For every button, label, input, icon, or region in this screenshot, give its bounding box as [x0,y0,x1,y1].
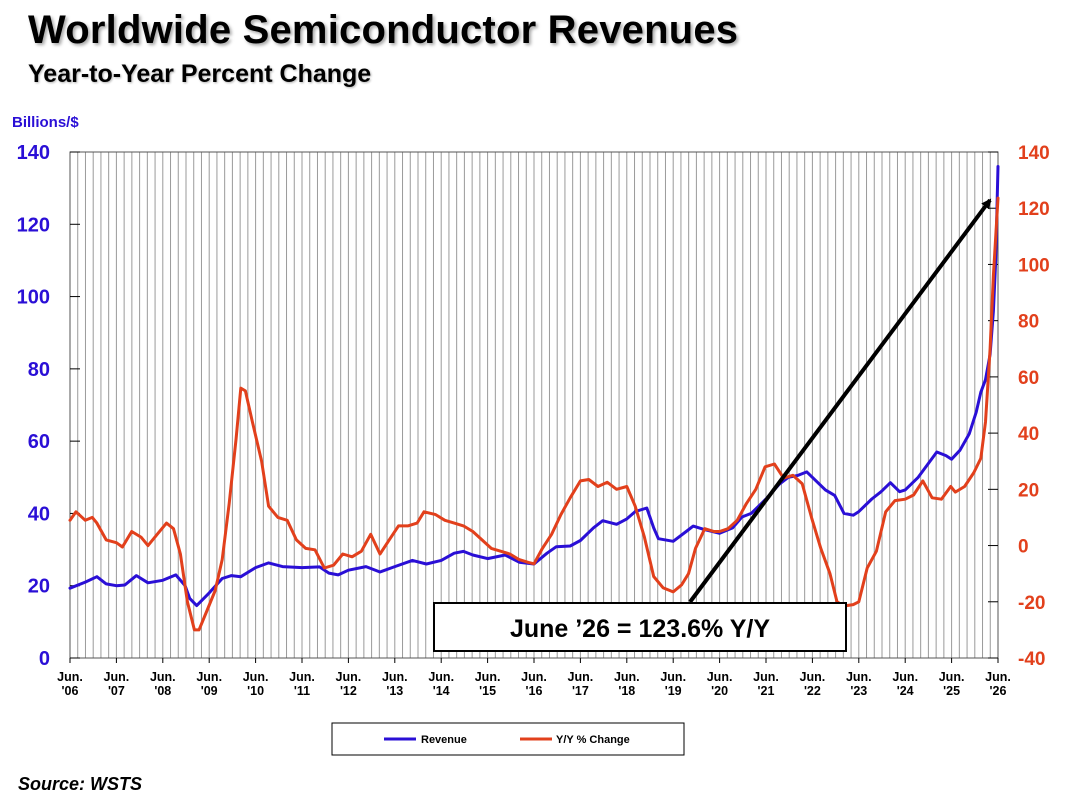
x-tick-label-year: '10 [247,684,264,698]
x-tick-label-month: Jun. [428,670,454,684]
x-tick-label-year: '08 [154,684,171,698]
x-tick-label-year: '16 [526,684,543,698]
series-line-yoy-change [68,196,1000,632]
left-tick-label: 100 [17,287,50,309]
left-tick-label: 60 [28,431,50,453]
series-line-revenue [68,165,1000,608]
right-axis: -40 -20 0 20 40 60 80 100 120 140 [988,143,1050,670]
x-tick-label-year: '19 [665,684,682,698]
x-tick-label-month: Jun. [196,670,222,684]
series-layer [68,165,1000,632]
left-tick-label: 80 [28,359,50,381]
left-tick-label: 120 [17,214,50,236]
left-tick-label: 0 [39,648,50,670]
x-tick-label-year: '06 [62,684,79,698]
x-tick-label-month: Jun. [614,670,640,684]
annotation-arrow [688,198,992,604]
x-tick-label-year: '22 [804,684,821,698]
x-tick-label-month: Jun. [336,670,362,684]
x-tick-label-year: '25 [943,684,960,698]
x-tick-label-month: Jun. [289,670,315,684]
right-tick-label: 0 [1018,537,1029,558]
right-tick-label: -40 [1018,649,1045,670]
x-tick-label-year: '13 [386,684,403,698]
x-tick-label-year: '11 [294,684,310,698]
x-tick-label-month: Jun. [57,670,83,684]
y-axis-unit-label: Billions/$ [12,114,79,131]
right-tick-label: 100 [1018,255,1050,276]
left-axis: 0 20 40 60 80 100 120 140 [17,142,80,670]
x-tick-label-month: Jun. [892,670,918,684]
x-tick-label-month: Jun. [660,670,686,684]
right-tick-label: 140 [1018,143,1050,164]
x-tick-label-month: Jun. [475,670,501,684]
x-axis: Jun.'06Jun.'07Jun.'08Jun.'09Jun.'10Jun.'… [57,658,1011,698]
x-tick-label-month: Jun. [753,670,779,684]
left-tick-label: 40 [28,503,50,525]
x-tick-label-year: '17 [572,684,589,698]
x-tick-label-month: Jun. [568,670,594,684]
x-tick-label-year: '24 [897,684,914,698]
x-tick-label-month: Jun. [985,670,1011,684]
left-tick-label: 140 [17,142,50,164]
right-tick-label: 60 [1018,368,1039,389]
chart-subtitle: Year-to-Year Percent Change [28,60,372,88]
x-tick-label-month: Jun. [382,670,408,684]
annotation-box [433,602,847,652]
x-tick-label-year: '15 [479,684,496,698]
gridlines [77,152,991,658]
x-tick-label-year: '20 [711,684,728,698]
x-tick-label-month: Jun. [521,670,547,684]
right-tick-label: 120 [1018,199,1050,220]
right-tick-label: 40 [1018,424,1039,445]
annotation-text: June ’26 = 123.6% Y/Y [510,615,770,643]
x-tick-label-month: Jun. [150,670,176,684]
x-tick-label-year: '26 [990,684,1007,698]
chart-canvas: 0 20 40 60 80 100 120 140 -40 -20 0 20 40 60 80 100 120… [12,114,1050,756]
x-tick-label-year: '12 [340,684,357,698]
right-tick-label: -20 [1018,593,1045,614]
x-tick-label-month: Jun. [846,670,872,684]
source-note: Source: WSTS [18,774,143,794]
legend-label-revenue: Revenue [421,734,467,746]
right-tick-label: 80 [1018,312,1039,333]
x-tick-label-month: Jun. [707,670,733,684]
x-tick-label-month: Jun. [243,670,269,684]
x-tick-label-year: '14 [433,684,450,698]
x-tick-label-year: '07 [108,684,125,698]
x-tick-label-year: '09 [201,684,218,698]
x-tick-label-year: '21 [758,684,775,698]
x-tick-label-month: Jun. [939,670,965,684]
x-tick-label-year: '18 [618,684,635,698]
chart-title: Worldwide Semiconductor Revenues [28,8,739,52]
x-tick-label-month: Jun. [800,670,826,684]
legend-label-yoy: Y/Y % Change [556,734,630,746]
left-tick-label: 20 [28,576,50,598]
right-tick-label: 20 [1018,480,1039,501]
x-tick-label-month: Jun. [104,670,130,684]
legend: Revenue Y/Y % Change [331,722,685,756]
x-tick-label-year: '23 [850,684,867,698]
